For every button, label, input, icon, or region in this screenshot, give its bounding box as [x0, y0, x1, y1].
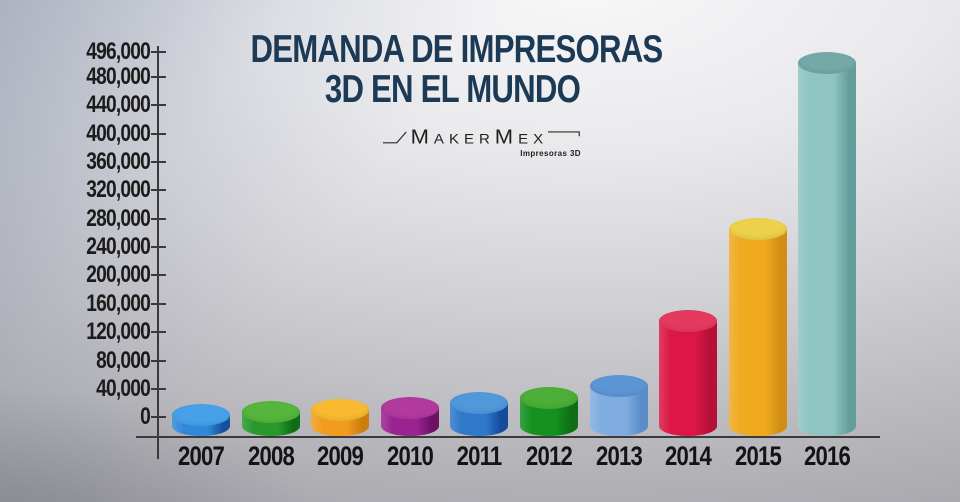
y-axis-tick: [151, 189, 166, 192]
y-axis-tick: [151, 76, 166, 78]
bar-cylinder-side: [798, 63, 857, 436]
bar-cylinder-2013: [589, 375, 648, 436]
y-axis-tick-label: 320,000: [86, 176, 151, 204]
bar-cylinder-top: [589, 375, 648, 398]
logo-brand-text: MakerMex: [410, 125, 549, 149]
y-axis-tick-label: 40,000: [96, 374, 151, 402]
bar-cylinder-2008: [241, 401, 300, 436]
y-axis-tick: [151, 359, 166, 362]
chart-title: DEMANDA DE IMPRESORAS 3D EN EL MUNDO: [200, 30, 705, 110]
bar-cylinder-top: [172, 403, 230, 426]
bar-cylinder-top: [798, 52, 857, 74]
y-axis-tick: [151, 132, 166, 135]
x-axis-label-2013: 2013: [595, 441, 643, 471]
bar-cylinder-2012: [520, 387, 578, 436]
x-axis-label-2010: 2010: [386, 441, 434, 471]
y-axis-tick: [151, 51, 166, 53]
logo-right-flourish-icon: [548, 131, 580, 137]
y-axis-tick: [151, 161, 166, 164]
bar-cylinder-top: [659, 310, 718, 333]
bar-cylinder-top: [380, 396, 439, 419]
bar-cylinder-2015: [728, 217, 787, 436]
bar-cylinder-2007: [172, 403, 230, 436]
x-axis-label-2009: 2009: [317, 441, 364, 471]
y-axis-tick-label: 480,000: [86, 63, 151, 90]
y-axis-tick: [151, 416, 166, 419]
bar-cylinder-side: [728, 228, 787, 436]
y-axis-tick-label: 120,000: [86, 318, 151, 346]
x-axis-label-2016: 2016: [804, 441, 851, 471]
y-axis-tick-label: 200,000: [86, 261, 151, 289]
logo-tagline: Impresoras 3D: [520, 149, 581, 158]
y-axis-tick: [151, 274, 166, 277]
y-axis-tick-label: 496,000: [86, 38, 151, 65]
chart-title-line-2: 3D EN EL MUNDO: [324, 68, 581, 111]
x-axis-label-2007: 2007: [178, 441, 225, 471]
bar-cylinder-side: [659, 321, 718, 436]
y-axis-tick: [151, 302, 166, 305]
bar-cylinder-top: [450, 391, 509, 414]
bar-cylinder-top: [520, 387, 578, 410]
y-axis-tick-label: 80,000: [96, 346, 151, 374]
bar-cylinder-top: [728, 217, 787, 240]
bar-cylinder-2011: [450, 391, 509, 436]
y-axis-tick: [151, 246, 166, 249]
brand-logo: MakerMex Impresoras 3D: [383, 124, 583, 162]
x-axis-label-2014: 2014: [665, 441, 712, 471]
bar-cylinder-2009: [311, 399, 370, 436]
chart-title-line-1: DEMANDA DE IMPRESORAS: [250, 28, 664, 71]
y-axis-tick-label: 240,000: [86, 233, 151, 261]
x-axis-label-2015: 2015: [734, 441, 782, 471]
x-axis-line: [136, 436, 880, 438]
bar-cylinder-2016: [798, 52, 857, 436]
y-axis-tick-label: 0: [140, 403, 151, 431]
y-axis-tick: [151, 217, 166, 220]
y-axis-tick: [151, 104, 166, 107]
y-axis-tick: [151, 331, 166, 334]
logo-left-flourish-icon: [383, 131, 407, 144]
bar-cylinder-2014: [659, 310, 718, 436]
bar-cylinder-2010: [380, 396, 439, 436]
x-axis-label-2011: 2011: [457, 441, 503, 471]
x-axis-label-2008: 2008: [247, 441, 295, 471]
y-axis-tick-label: 160,000: [86, 289, 151, 317]
x-axis-label-2012: 2012: [526, 441, 573, 471]
y-axis-tick-label: 360,000: [86, 148, 151, 176]
bar-cylinder-top: [241, 401, 300, 424]
y-axis-tick: [151, 387, 166, 390]
y-axis-line: [157, 46, 159, 459]
y-axis-tick-label: 280,000: [86, 204, 151, 232]
y-axis-tick-label: 440,000: [86, 91, 151, 119]
bar-cylinder-top: [311, 399, 370, 422]
y-axis-tick-label: 400,000: [86, 119, 151, 147]
